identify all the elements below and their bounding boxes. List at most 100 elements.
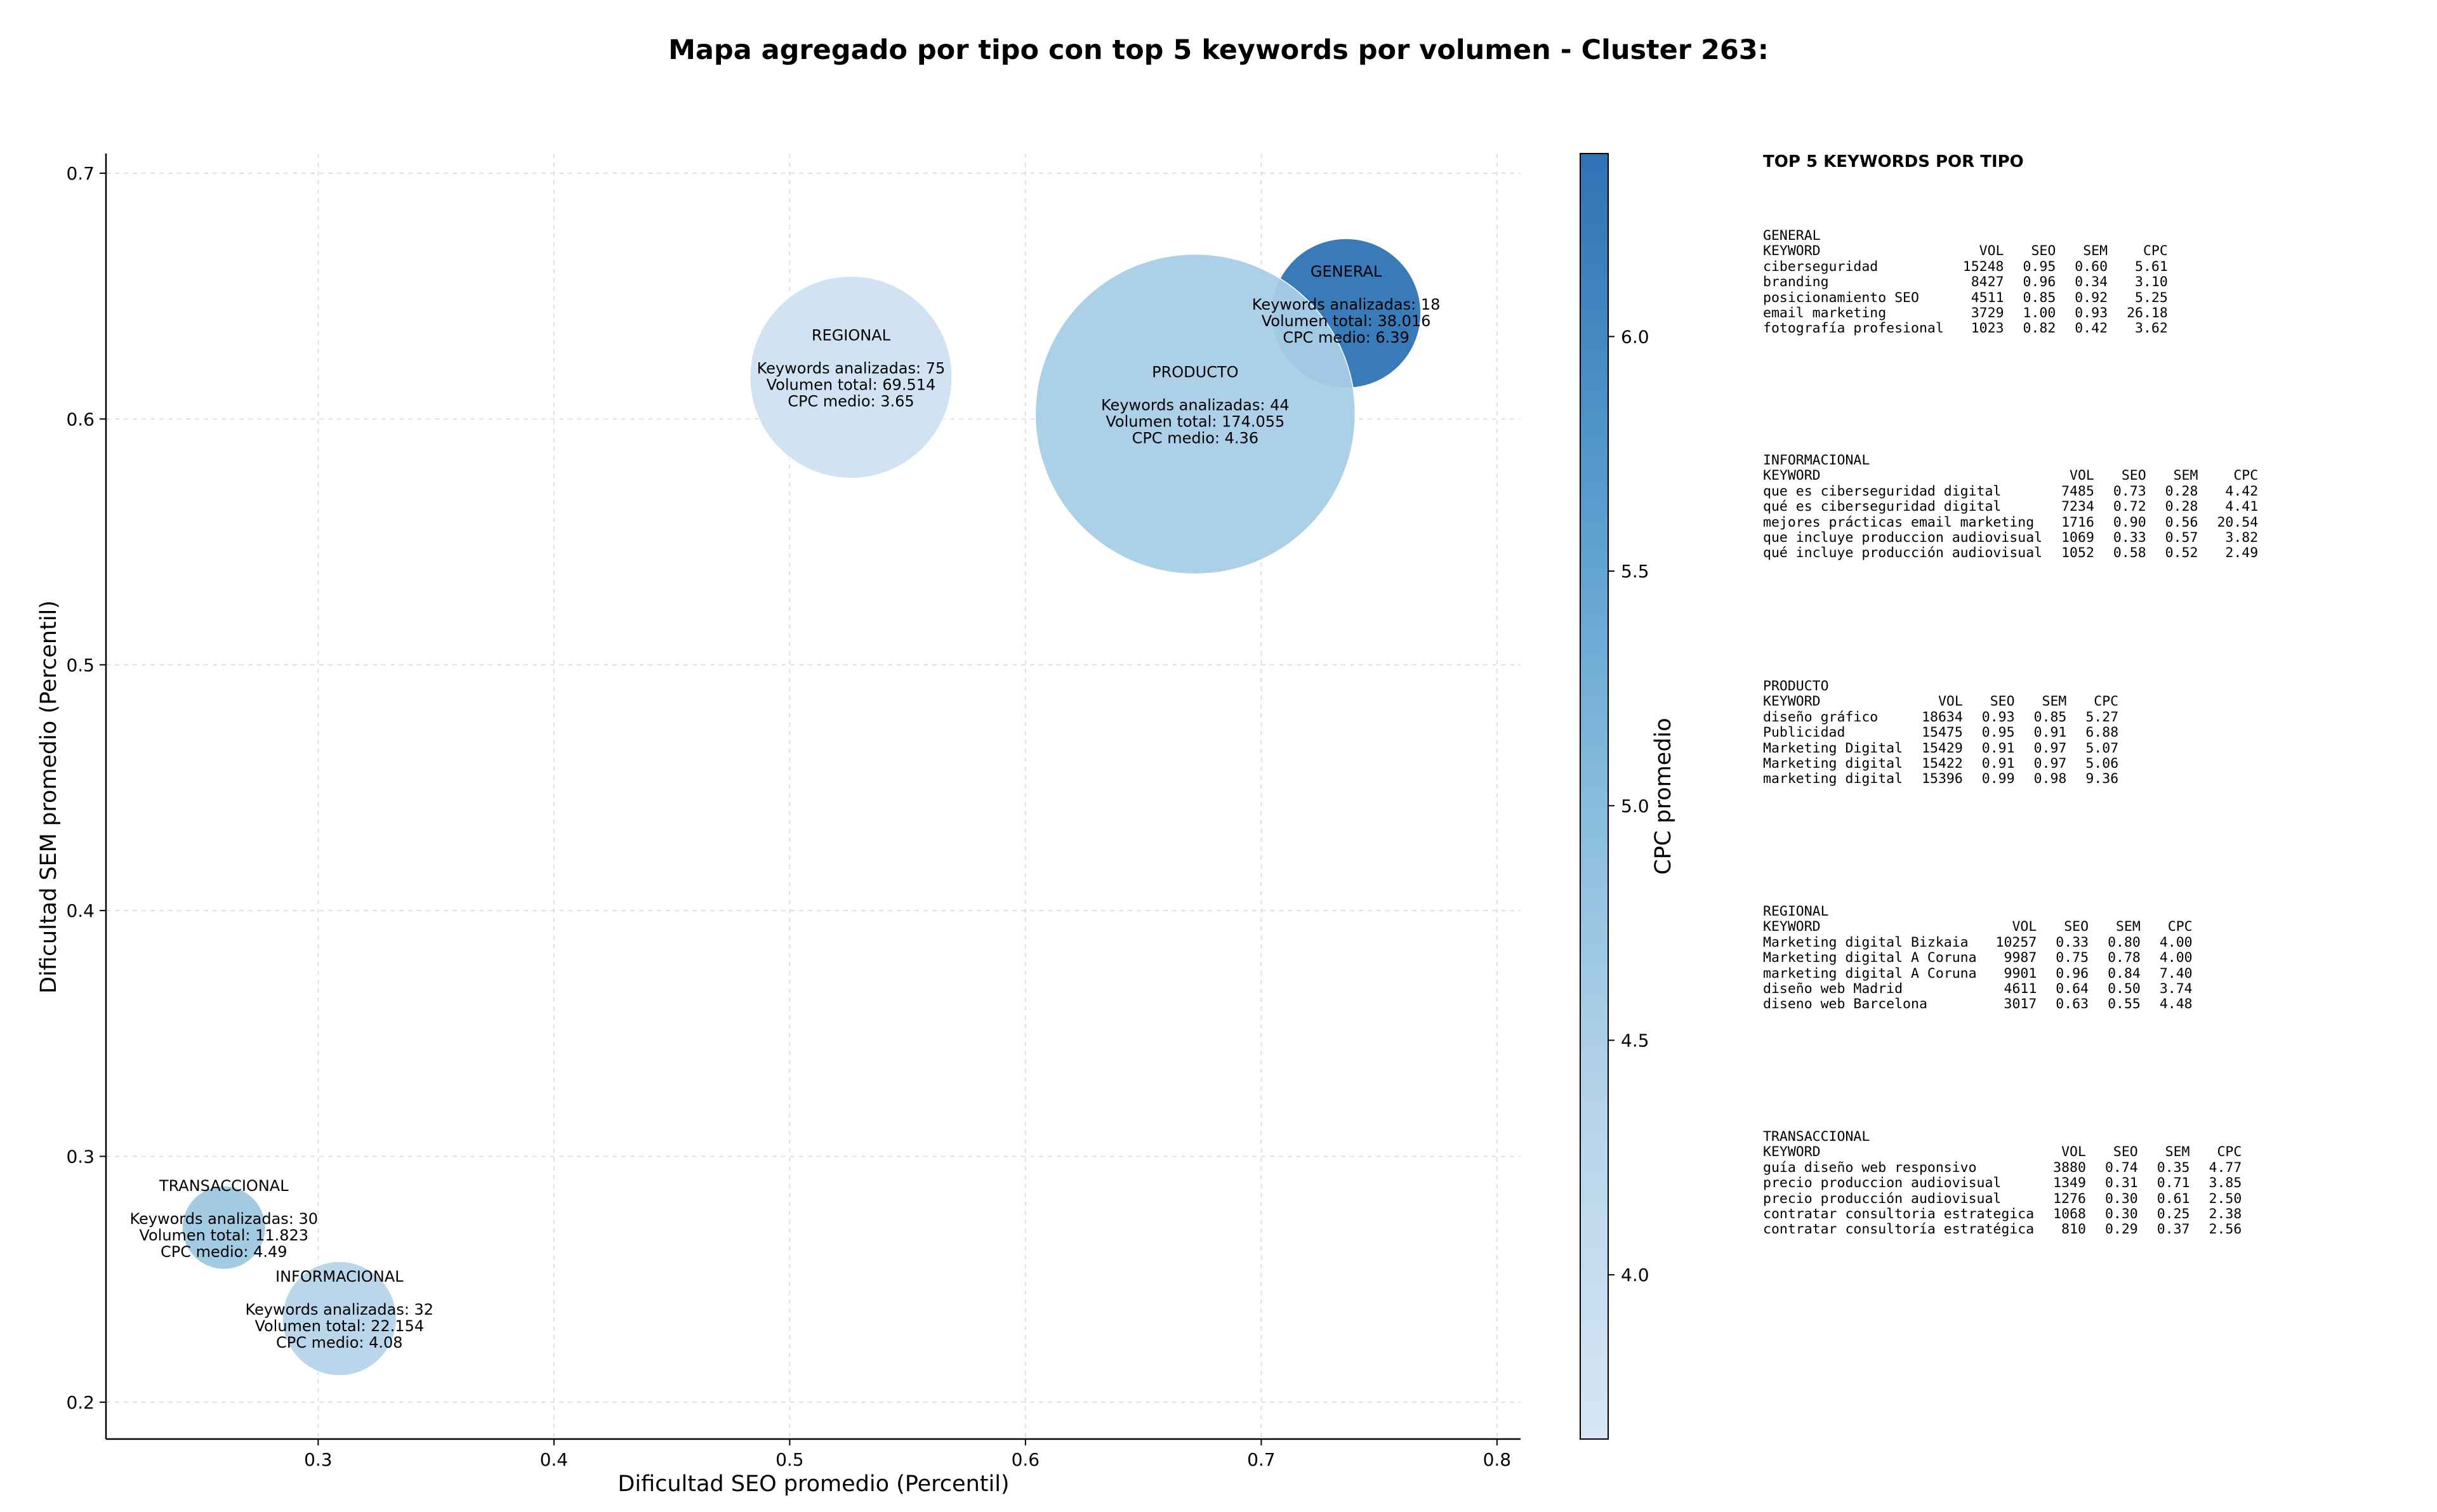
- keyword-row: Marketing Digital 15429 0.91 0.97 5.07: [1763, 740, 2118, 756]
- keyword-row: ciberseguridad 15248 0.95 0.60 5.61: [1763, 258, 2168, 275]
- keyword-row: Publicidad 15475 0.95 0.91 6.88: [1763, 725, 2118, 740]
- x-tick-label: 0.6: [1012, 1449, 1040, 1470]
- metric-cell: 0.97: [2033, 756, 2067, 772]
- column-header: SEM: [2042, 694, 2067, 710]
- metric-cell: 3017: [2004, 996, 2037, 1013]
- metric-cell: 1068: [2053, 1206, 2086, 1223]
- x-tick-label: 0.5: [776, 1449, 804, 1470]
- keyword-row: Marketing digital Bizkaia 10257 0.33 0.80 4.…: [1763, 935, 2193, 950]
- bubble-label-stat: Keywords analizadas: 75: [757, 360, 946, 378]
- metric-cell: 2.38: [2209, 1206, 2242, 1223]
- metric-cell: 2.50: [2209, 1190, 2242, 1207]
- keyword-group-title: INFORMACIONAL: [1763, 452, 1870, 468]
- keyword-cell: diseno web Barcelona: [1763, 996, 1927, 1013]
- metric-cell: 0.93: [1981, 709, 2015, 725]
- x-tick-label: 0.8: [1483, 1449, 1512, 1470]
- metric-cell: 3729: [1971, 305, 2004, 322]
- metric-cell: 8427: [1971, 274, 2004, 291]
- column-header: KEYWORD: [1763, 919, 1821, 935]
- column-header: SEM: [2083, 243, 2108, 260]
- bubble-label-type: PRODUCTO: [1152, 364, 1238, 381]
- metric-cell: 0.28: [2165, 483, 2198, 499]
- bubble-label-stat: Keywords analizadas: 44: [1101, 397, 1290, 414]
- metric-cell: 0.90: [2113, 514, 2146, 530]
- metric-cell: 7.40: [2159, 965, 2193, 982]
- column-header: CPC: [2143, 243, 2168, 260]
- column-header: SEO: [2121, 468, 2146, 484]
- column-header: VOL: [1938, 694, 1963, 710]
- metric-cell: 0.99: [1981, 771, 2015, 787]
- metric-cell: 0.96: [2056, 965, 2089, 982]
- metric-cell: 0.55: [2108, 996, 2141, 1013]
- colorbar-tick-label: 6.0: [1621, 326, 1649, 347]
- metric-cell: 0.95: [1981, 725, 2015, 741]
- column-header: CPC: [2217, 1144, 2242, 1160]
- y-tick-label: 0.2: [66, 1392, 95, 1413]
- metric-cell: 1052: [2061, 545, 2094, 562]
- metric-cell: 1023: [1971, 320, 2004, 337]
- bubble-label-type: INFORMACIONAL: [275, 1268, 404, 1285]
- chart-title: Mapa agregado por tipo con top 5 keyword…: [668, 34, 1769, 66]
- keyword-cell: precio producción audiovisual: [1763, 1190, 2002, 1207]
- keyword-table: KEYWORD VOL SEO SEM CPC Marketing digital Biz…: [1763, 919, 2193, 1012]
- keyword-table-header: KEYWORD VOL SEO SEM CPC: [1763, 243, 2168, 260]
- metric-cell: 15475: [1922, 725, 1963, 741]
- metric-cell: 0.78: [2108, 950, 2141, 966]
- keyword-cell: que incluye produccion audiovisual: [1763, 530, 2043, 546]
- y-tick-label: 0.7: [66, 163, 95, 184]
- keyword-cell: contratar consultoria estrategica: [1763, 1206, 2035, 1223]
- metric-cell: 810: [2061, 1221, 2086, 1238]
- metric-cell: 0.85: [2033, 709, 2067, 725]
- metric-cell: 7485: [2061, 483, 2094, 499]
- keyword-row: contratar consultoria estrategica 1068 0.3…: [1763, 1206, 2242, 1223]
- keyword-cell: fotografía profesional: [1763, 320, 1944, 337]
- keyword-cell: precio produccion audiovisual: [1763, 1175, 2002, 1192]
- metric-cell: 10257: [1995, 934, 2037, 950]
- metric-cell: 7234: [2061, 499, 2094, 515]
- keyword-group-title: GENERAL: [1763, 228, 1821, 244]
- metric-cell: 1276: [2053, 1190, 2086, 1207]
- keyword-table-header: KEYWORD VOL SEO SEM CPC: [1763, 694, 2118, 709]
- y-tick-label: 0.5: [66, 655, 95, 676]
- keyword-cell: Publicidad: [1763, 725, 1846, 741]
- keyword-cell: marketing digital A Coruna: [1763, 965, 1977, 982]
- bubble-transaccional: [182, 1185, 267, 1270]
- bubble-label-stat: Volumen total: 174.055: [1106, 413, 1285, 431]
- bubble-label-stat: Volumen total: 22.154: [254, 1317, 424, 1335]
- metric-cell: 0.91: [1981, 740, 2015, 756]
- column-header: SEM: [2116, 919, 2141, 935]
- column-header: VOL: [1979, 243, 2004, 260]
- keyword-table: KEYWORD VOL SEO SEM CPC diseño gráfico 18634 0.…: [1763, 694, 2118, 787]
- metric-cell: 0.72: [2113, 499, 2146, 515]
- keyword-row: Marketing digital 15422 0.91 0.97 5.06: [1763, 756, 2118, 772]
- bubble-regional: [749, 275, 953, 479]
- metric-cell: 15429: [1922, 740, 1963, 756]
- metric-cell: 0.73: [2113, 483, 2146, 499]
- y-axis-label: Dificultad SEM promedio (Percentil): [36, 600, 62, 994]
- keyword-table-header: KEYWORD VOL SEO SEM CPC: [1763, 468, 2258, 483]
- keyword-row: Marketing digital A Coruna 9987 0.75 0.78 4.…: [1763, 950, 2193, 966]
- keyword-cell: que es ciberseguridad digital: [1763, 483, 2002, 499]
- metric-cell: 15248: [1962, 258, 2004, 275]
- keyword-table-header: KEYWORD VOL SEO SEM CPC: [1763, 919, 2193, 935]
- metric-cell: 0.50: [2108, 981, 2141, 997]
- metric-cell: 15396: [1922, 771, 1963, 787]
- keyword-group-transaccional: TRANSACCIONAL KEYWORD VOL SEO SEM CPC guía dis…: [1763, 1129, 2242, 1238]
- metric-cell: 5.27: [2085, 709, 2119, 725]
- column-header: SEO: [1990, 694, 2015, 710]
- metric-cell: 0.34: [2075, 274, 2108, 291]
- colorbar-label: CPC promedio: [1651, 718, 1676, 874]
- bubble-label-type: GENERAL: [1311, 263, 1382, 280]
- metric-cell: 20.54: [2217, 514, 2259, 530]
- metric-cell: 3.74: [2159, 981, 2193, 997]
- keyword-row: qué incluye producción audiovisual 1052 0.…: [1763, 545, 2259, 562]
- keyword-row: guía diseño web responsivo 3880 0.74 0.35 4.…: [1763, 1160, 2242, 1176]
- metric-cell: 2.49: [2225, 545, 2259, 562]
- bubble-label-stat: CPC medio: 6.39: [1283, 329, 1410, 346]
- metric-cell: 4.00: [2159, 934, 2193, 950]
- metric-cell: 4511: [1971, 289, 2004, 306]
- column-header: VOL: [2012, 919, 2037, 935]
- keyword-cell: branding: [1763, 274, 1829, 291]
- column-header: CPC: [2167, 919, 2193, 935]
